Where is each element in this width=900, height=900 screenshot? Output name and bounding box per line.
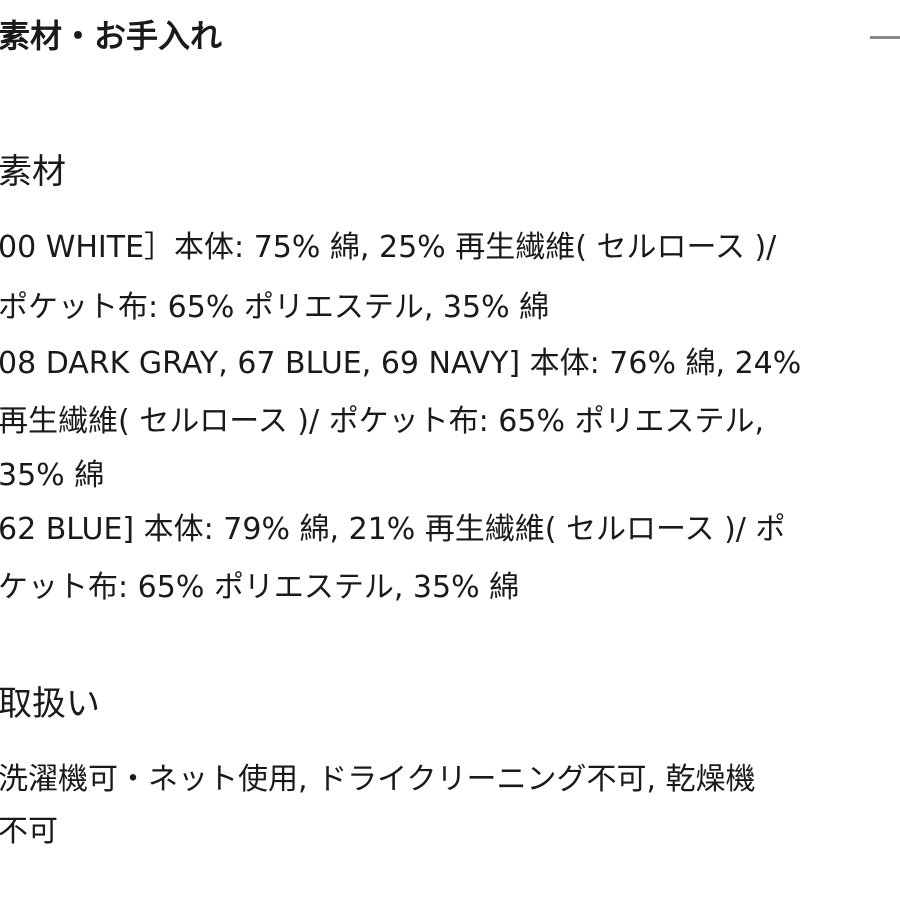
material-line: ケット布: 65% ポリエステル, 35% 綿 <box>0 570 520 605</box>
section-title[interactable]: 素材・お手入れ <box>0 17 223 55</box>
care-heading: 取扱い <box>0 684 100 724</box>
material-line: 00 WHITE］本体: 75% 綿, 25% 再生繊維( セルロース )/ <box>0 230 777 265</box>
material-line: 35% 綿 <box>0 458 105 493</box>
care-line: 洗濯機可・ネット使用, ドライクリーニング不可, 乾燥機 <box>0 762 756 797</box>
materials-heading: 素材 <box>0 152 66 192</box>
material-line: ポケット布: 65% ポリエステル, 35% 綿 <box>0 290 550 325</box>
minus-icon[interactable] <box>870 36 900 39</box>
care-line: 不可 <box>0 814 58 849</box>
material-line: 再生繊維( セルロース )/ ポケット布: 65% ポリエステル, <box>0 404 765 439</box>
material-line: 08 DARK GRAY, 67 BLUE, 69 NAVY] 本体: 76% … <box>0 346 802 381</box>
material-line: 62 BLUE] 本体: 79% 綿, 21% 再生繊維( セルロース )/ ポ <box>0 512 786 547</box>
